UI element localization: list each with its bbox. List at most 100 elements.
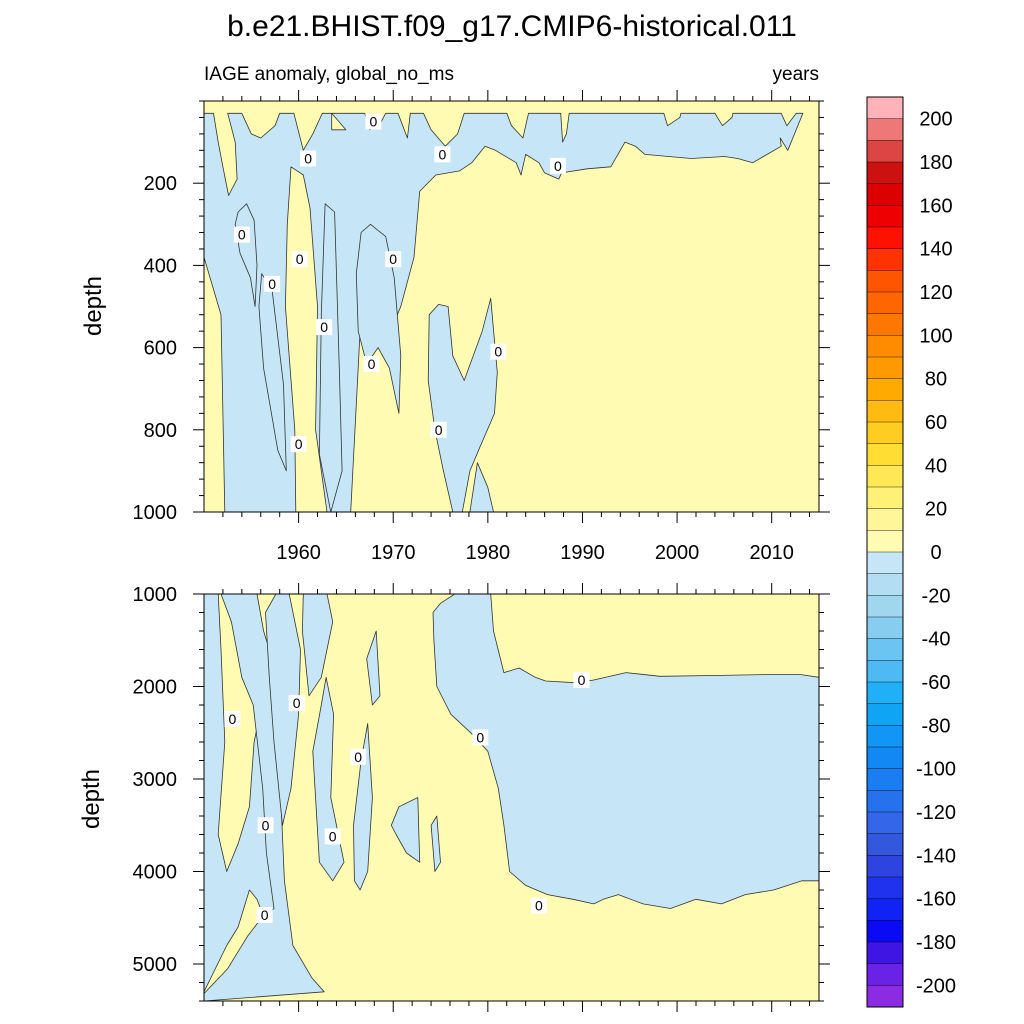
colorbar-label: 80 [925, 369, 947, 391]
colorbar-swatch [866, 378, 904, 401]
colorbar-label: -60 [922, 672, 951, 694]
colorbar-swatch [866, 205, 904, 228]
upper-panel-left-label: IAGE anomaly, global_no_ms [204, 64, 454, 85]
colorbar-swatch [866, 96, 904, 120]
colorbar-swatch [866, 400, 904, 423]
colorbar-label: 60 [925, 412, 947, 434]
svg-text:0: 0 [368, 356, 376, 372]
colorbar-label: -160 [916, 889, 956, 911]
colorbar-swatch [866, 335, 904, 358]
colorbar-swatch [866, 855, 904, 878]
chart-title: b.e21.BHIST.f09_g17.CMIP6-historical.011 [227, 10, 797, 43]
upper-panel: IAGE anomaly, global_no_ms years depth 0… [80, 64, 830, 564]
contour-label: 0 [257, 817, 274, 834]
svg-text:0: 0 [261, 907, 269, 923]
negative-anomaly-region [427, 297, 498, 512]
colorbar-swatch [866, 941, 904, 965]
colorbar-swatch [866, 140, 904, 163]
svg-text:0: 0 [494, 344, 502, 360]
lower-y-axis-label: depth [78, 769, 105, 829]
x-tick-label: 1990 [560, 542, 605, 564]
colorbar-swatch [866, 876, 904, 900]
colorbar-swatch [866, 530, 904, 553]
colorbar-swatch [866, 248, 904, 271]
colorbar-swatch [866, 356, 904, 380]
colorbar-swatch [866, 573, 904, 596]
contour-label: 0 [434, 146, 451, 163]
colorbar-swatch [866, 920, 904, 943]
colorbar-label: -200 [916, 975, 956, 997]
contour-label: 0 [363, 356, 380, 372]
contour-label: 0 [350, 748, 367, 765]
svg-text:0: 0 [370, 114, 378, 130]
y-tick-label: 800 [144, 420, 177, 442]
colorbar-swatch [866, 790, 904, 813]
contour-label: 0 [256, 907, 273, 923]
colorbar-label: -180 [916, 932, 956, 954]
y-tick-label: 3000 [133, 769, 178, 791]
contour-label: 0 [430, 421, 447, 438]
x-tick-label: 1980 [466, 542, 511, 564]
colorbar-swatch [866, 616, 904, 640]
negative-anomaly-region [430, 815, 441, 872]
y-tick-label: 2000 [133, 677, 178, 699]
svg-text:0: 0 [295, 436, 303, 452]
svg-text:0: 0 [578, 672, 586, 688]
svg-text:0: 0 [229, 711, 237, 727]
negative-anomaly-region [366, 630, 381, 706]
contour-label: 0 [300, 150, 317, 167]
svg-text:0: 0 [435, 422, 443, 438]
x-tick-label: 2000 [655, 542, 700, 564]
contour-label: 0 [549, 157, 566, 174]
x-tick-label: 1960 [276, 542, 321, 564]
negative-anomaly-region [258, 273, 287, 472]
upper-plot-area: 0 0 0 0 0 0 0 0 0 0 0 0 0 200 400 600 800 1000 1960 1970 198… [133, 90, 830, 564]
plot-frame [203, 100, 820, 513]
colorbar: 200180160140120100806040200-20-40-60-80-… [866, 96, 956, 1008]
y-tick-label: 600 [144, 338, 177, 360]
colorbar-label: 100 [919, 325, 952, 347]
colorbar-swatch [866, 811, 904, 835]
colorbar-swatch [866, 725, 904, 748]
negative-anomaly-region [469, 462, 494, 512]
colorbar-swatch [866, 681, 904, 705]
negative-anomaly-region [301, 594, 334, 697]
contour-label: 0 [530, 897, 547, 914]
colorbar-swatch [866, 660, 904, 683]
colorbar-label: -100 [916, 759, 956, 781]
colorbar-label: 200 [919, 109, 952, 131]
colorbar-label: -140 [916, 845, 956, 867]
y-tick-label: 200 [144, 173, 177, 195]
lower-plot-area: 0 0 0 0 0 0 0 0 0 1000 2000 3000 4000 5000 [133, 583, 830, 1012]
svg-text:0: 0 [320, 319, 328, 335]
contour-label: 0 [324, 828, 341, 845]
svg-text:0: 0 [354, 749, 362, 765]
colorbar-swatch [866, 270, 904, 293]
colorbar-label: 180 [919, 152, 952, 174]
colorbar-swatch [866, 746, 904, 770]
colorbar-swatch [866, 421, 904, 445]
x-tick-label: 2010 [749, 542, 794, 564]
contour-label: 0 [233, 226, 250, 243]
colorbar-label: -80 [922, 715, 951, 737]
colorbar-swatch [866, 443, 904, 466]
svg-text:0: 0 [554, 158, 562, 174]
colorbar-swatch [866, 638, 904, 661]
colorbar-label: -40 [922, 629, 951, 651]
contour-label: 0 [573, 672, 590, 688]
contour-label: 0 [365, 113, 382, 130]
svg-text:0: 0 [268, 276, 276, 292]
colorbar-swatch [866, 118, 904, 141]
negative-anomaly-region [318, 203, 343, 512]
negative-anomaly-region [432, 594, 819, 909]
negative-anomaly-region [355, 223, 402, 414]
colorbar-swatch [866, 551, 904, 575]
y-tick-label: 1000 [133, 502, 178, 524]
colorbar-swatch [866, 226, 904, 250]
colorbar-label: 120 [919, 282, 952, 304]
negative-anomaly-region [265, 594, 301, 826]
contour-label: 0 [224, 710, 241, 727]
colorbar-swatch [866, 703, 904, 726]
y-tick-label: 400 [144, 255, 177, 277]
colorbar-swatch [866, 465, 904, 488]
